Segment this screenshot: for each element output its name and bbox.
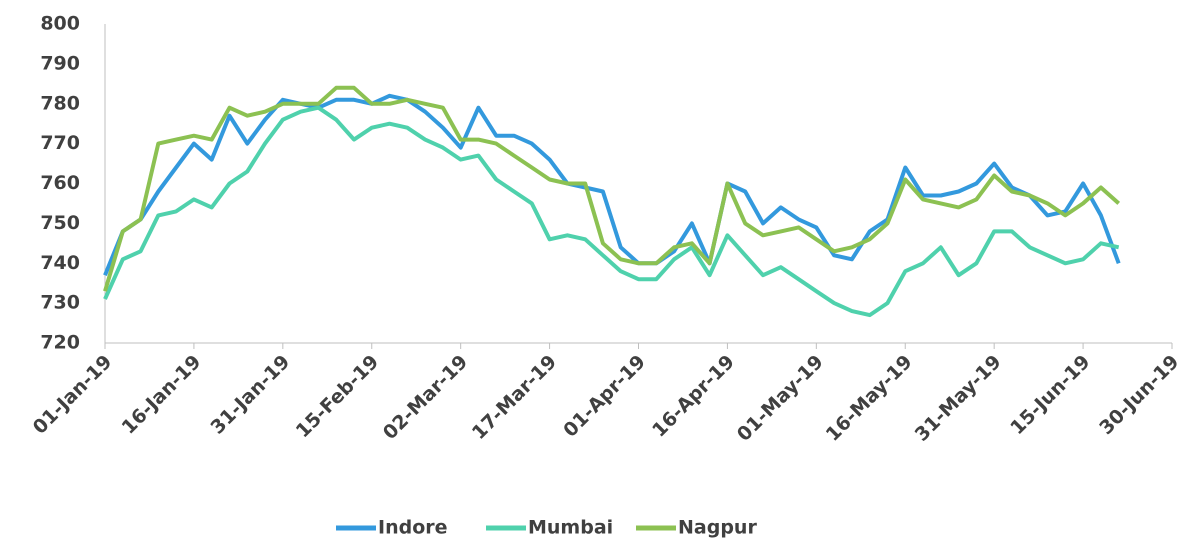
legend-label: Mumbai [528, 517, 613, 539]
x-tick-label: 01-Apr-19 [559, 351, 650, 442]
x-tick-label: 01-May-19 [733, 351, 828, 446]
series-line [103, 105, 1120, 318]
y-tick-label: 750 [40, 212, 80, 234]
y-tick-label: 770 [40, 132, 80, 154]
x-tick-label: 31-Jan-19 [207, 351, 295, 439]
x-tick-label: 01-Jan-19 [29, 351, 117, 439]
y-tick-label: 740 [40, 252, 80, 274]
x-tick-label: 02-Mar-19 [379, 351, 472, 444]
x-tick-label: 15-Feb-19 [292, 351, 383, 442]
series-line [103, 93, 1121, 276]
y-tick-label: 720 [40, 332, 80, 354]
y-tick-label: 760 [40, 172, 80, 194]
x-tick-label: 16-Jan-19 [118, 351, 206, 439]
x-tick-label: 16-May-19 [822, 351, 917, 446]
y-tick-label: 790 [40, 52, 80, 74]
legend-label: Indore [378, 517, 448, 539]
y-tick-label: 780 [40, 92, 80, 114]
x-tick-label: 17-Mar-19 [468, 351, 561, 444]
x-tick-label: 30-Jun-19 [1095, 351, 1182, 439]
y-tick-label: 800 [40, 13, 80, 35]
x-tick-label: 16-Apr-19 [648, 351, 739, 442]
legend-label: Nagpur [678, 517, 757, 539]
y-tick-label: 730 [40, 292, 80, 314]
series-line [103, 85, 1121, 292]
x-tick-label: 31-May-19 [911, 351, 1006, 446]
x-tick-label: 15-Jun-19 [1006, 351, 1094, 439]
